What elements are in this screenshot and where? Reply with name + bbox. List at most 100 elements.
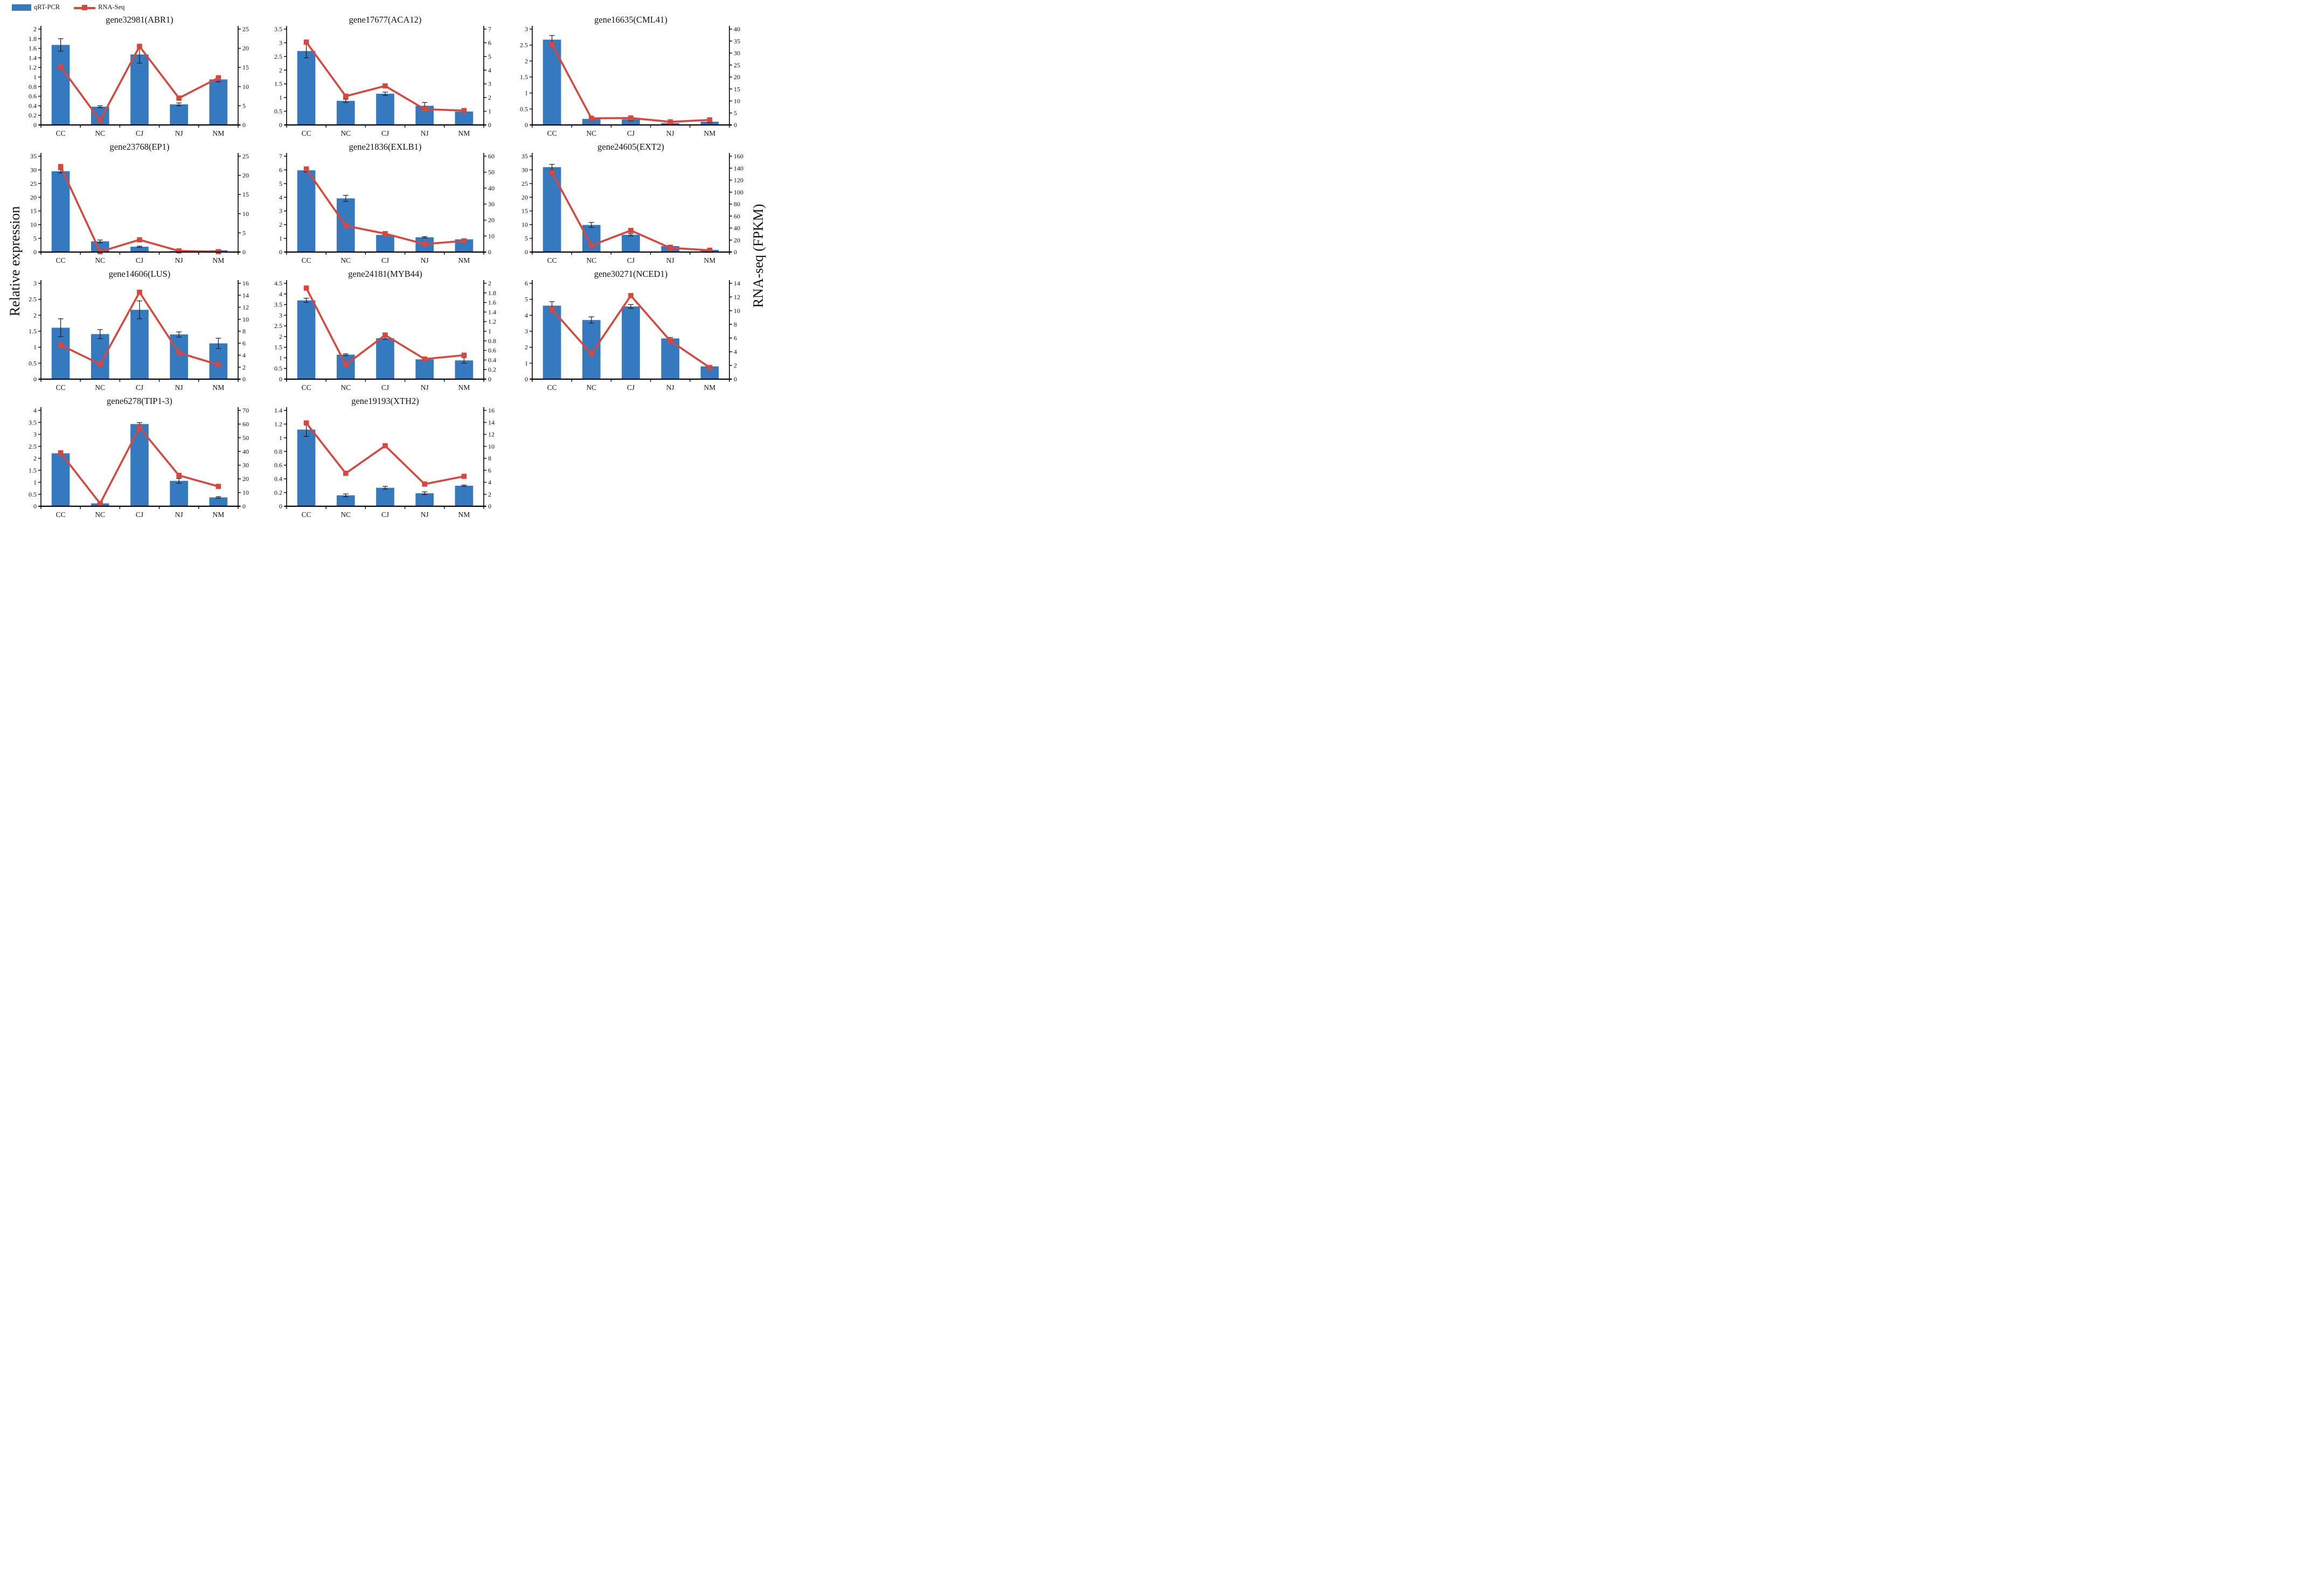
rna-seq-marker-CC <box>303 166 309 172</box>
right-axis-tick-label: 5 <box>488 53 491 60</box>
rna-seq-marker-NC <box>343 93 349 99</box>
bar-NM <box>700 122 719 125</box>
left-axis-tick-label: 2 <box>525 57 528 65</box>
chart-panel: gene23768(EP1) 0 5 10 15 20 25 30 35 0 5 10 15 20 25 CC… <box>16 142 262 269</box>
rna-seq-marker-NM <box>461 238 467 244</box>
left-axis-tick-label: 0.5 <box>29 491 37 498</box>
left-axis-tick-label: 0 <box>33 121 37 129</box>
left-axis-tick-label: 15 <box>521 207 528 215</box>
right-axis-tick-label: 6 <box>242 339 246 347</box>
left-axis-tick-label: 2 <box>279 333 282 340</box>
chart-title: gene14606(LUS) <box>109 269 171 279</box>
left-axis-tick-label: 3.5 <box>274 25 282 33</box>
left-axis-tick-label: 0.2 <box>29 111 37 119</box>
bar-CC <box>297 51 316 125</box>
rna-seq-marker-NJ <box>422 106 427 112</box>
rna-seq-marker-CJ <box>628 115 634 121</box>
right-axis-tick-label: 14 <box>734 280 740 287</box>
chart-title: gene17677(ACA12) <box>349 15 422 25</box>
rna-seq-marker-NJ <box>422 241 427 247</box>
left-axis-tick-label: 3 <box>279 311 282 319</box>
chart-panel: gene24181(MYB44) 0 0.5 1 1.5 2 2.5 3 3.5 4 4.5 0 0.2… <box>262 269 507 396</box>
x-category-label-NJ: NJ <box>666 383 674 392</box>
chart-panel: gene19193(XTH2) 0 0.2 0.4 0.6 0.8 1 1.2 1.4 0 2 4 6 8… <box>262 396 507 523</box>
right-axis-tick-label: 15 <box>242 64 249 71</box>
right-axis-tick-label: 140 <box>734 164 743 172</box>
bar-NC <box>91 334 109 379</box>
right-axis-tick-label: 1.4 <box>488 308 496 316</box>
chart-title: gene30271(NCED1) <box>594 269 668 279</box>
right-axis-tick-label: 8 <box>488 455 491 462</box>
bar-CJ <box>622 234 640 252</box>
x-category-label-CC: CC <box>547 383 557 392</box>
x-category-label-NJ: NJ <box>421 129 429 137</box>
right-axis-tick-label: 60 <box>242 420 249 428</box>
rna-seq-marker-CC <box>58 164 64 170</box>
x-category-label-NM: NM <box>458 511 470 519</box>
bar-NC <box>582 320 601 379</box>
rna-seq-marker-CC <box>58 450 64 456</box>
right-axis-tick-label: 2 <box>242 364 246 371</box>
left-axis-tick-label: 5 <box>525 296 528 303</box>
left-axis-tick-label: 1 <box>279 434 282 442</box>
left-axis-tick-label: 0.8 <box>29 83 37 90</box>
right-axis-tick-label: 4 <box>242 352 246 359</box>
right-axis-tick-label: 0 <box>488 121 491 129</box>
bar-CJ <box>130 54 149 125</box>
right-axis-tick-label: 1 <box>488 327 491 335</box>
right-axis-tick-label: 4 <box>734 348 737 355</box>
qrt-pcr-bar-swatch-icon <box>12 4 31 11</box>
rna-seq-marker-NM <box>215 75 221 81</box>
bar-CC <box>297 429 316 506</box>
right-axis-tick-label: 8 <box>734 320 737 328</box>
x-category-label-NC: NC <box>95 511 105 519</box>
bar-NM <box>209 79 228 125</box>
right-axis-tick-label: 20 <box>734 73 740 81</box>
right-axis-tick-label: 10 <box>734 307 740 315</box>
left-axis-tick-label: 15 <box>30 207 37 215</box>
left-axis-tick-label: 3 <box>279 207 282 215</box>
bar-CJ <box>130 247 149 252</box>
rna-seq-marker-NM <box>707 247 713 253</box>
chart-title: gene24181(MYB44) <box>348 269 422 279</box>
x-category-label-NM: NM <box>704 383 716 392</box>
left-axis-tick-label: 4 <box>279 290 282 298</box>
right-axis-tick-label: 20 <box>242 475 249 483</box>
rna-seq-marker-CJ <box>628 228 634 233</box>
left-axis-tick-label: 0 <box>525 121 528 129</box>
chart-panel: gene32981(ABR1) 0 0.2 0.4 0.6 0.8 1 1.2 1.4 1.6 1.… <box>16 15 262 142</box>
right-axis-tick-label: 12 <box>488 431 495 438</box>
chart-svg: gene23768(EP1) 0 5 10 15 20 25 30 35 0 5 10 15 20 25 CC… <box>30 142 249 264</box>
left-axis-tick-label: 1 <box>525 359 528 367</box>
bar-CJ <box>130 310 149 379</box>
chart-svg: gene6278(TIP1-3)00.511.522.533.540102030… <box>29 396 249 519</box>
x-category-label-NM: NM <box>458 256 470 264</box>
x-category-label-NJ: NJ <box>421 511 429 519</box>
right-axis-tick-label: 25 <box>734 61 740 69</box>
chart-svg: gene16635(CML41)00.511.522.5305101520253… <box>520 15 740 137</box>
right-axis-tick-label: 2 <box>734 362 737 369</box>
right-axis-tick-label: 14 <box>242 291 249 299</box>
right-axis-tick-label: 7 <box>488 25 491 33</box>
bar-NC <box>336 101 355 125</box>
rna-seq-line-swatch-icon <box>74 4 96 11</box>
right-axis-tick-label: 0 <box>734 248 737 256</box>
x-category-label-NJ: NJ <box>175 383 183 392</box>
left-axis-tick-label: 0.2 <box>274 489 282 497</box>
left-axis-tick-label: 2 <box>33 455 37 462</box>
bar-CC <box>51 45 70 125</box>
left-axis-tick-label: 10 <box>30 221 37 228</box>
x-category-label-CC: CC <box>302 511 311 519</box>
x-category-label-NJ: NJ <box>175 511 183 519</box>
left-axis-tick-label: 20 <box>521 193 528 201</box>
right-axis-tick-label: 40 <box>242 448 249 455</box>
right-axis-tick-label: 0 <box>242 121 246 129</box>
right-axis-tick-label: 6 <box>488 39 491 46</box>
left-axis-tick-label: 0 <box>525 375 528 383</box>
left-axis-tick-label: 4 <box>33 407 37 414</box>
rna-seq-marker-NJ <box>667 119 673 125</box>
right-axis-tick-label: 0 <box>242 248 246 256</box>
x-category-label-NC: NC <box>95 129 105 137</box>
chart-title: gene23768(EP1) <box>110 142 170 152</box>
rna-seq-marker-NC <box>98 501 103 506</box>
